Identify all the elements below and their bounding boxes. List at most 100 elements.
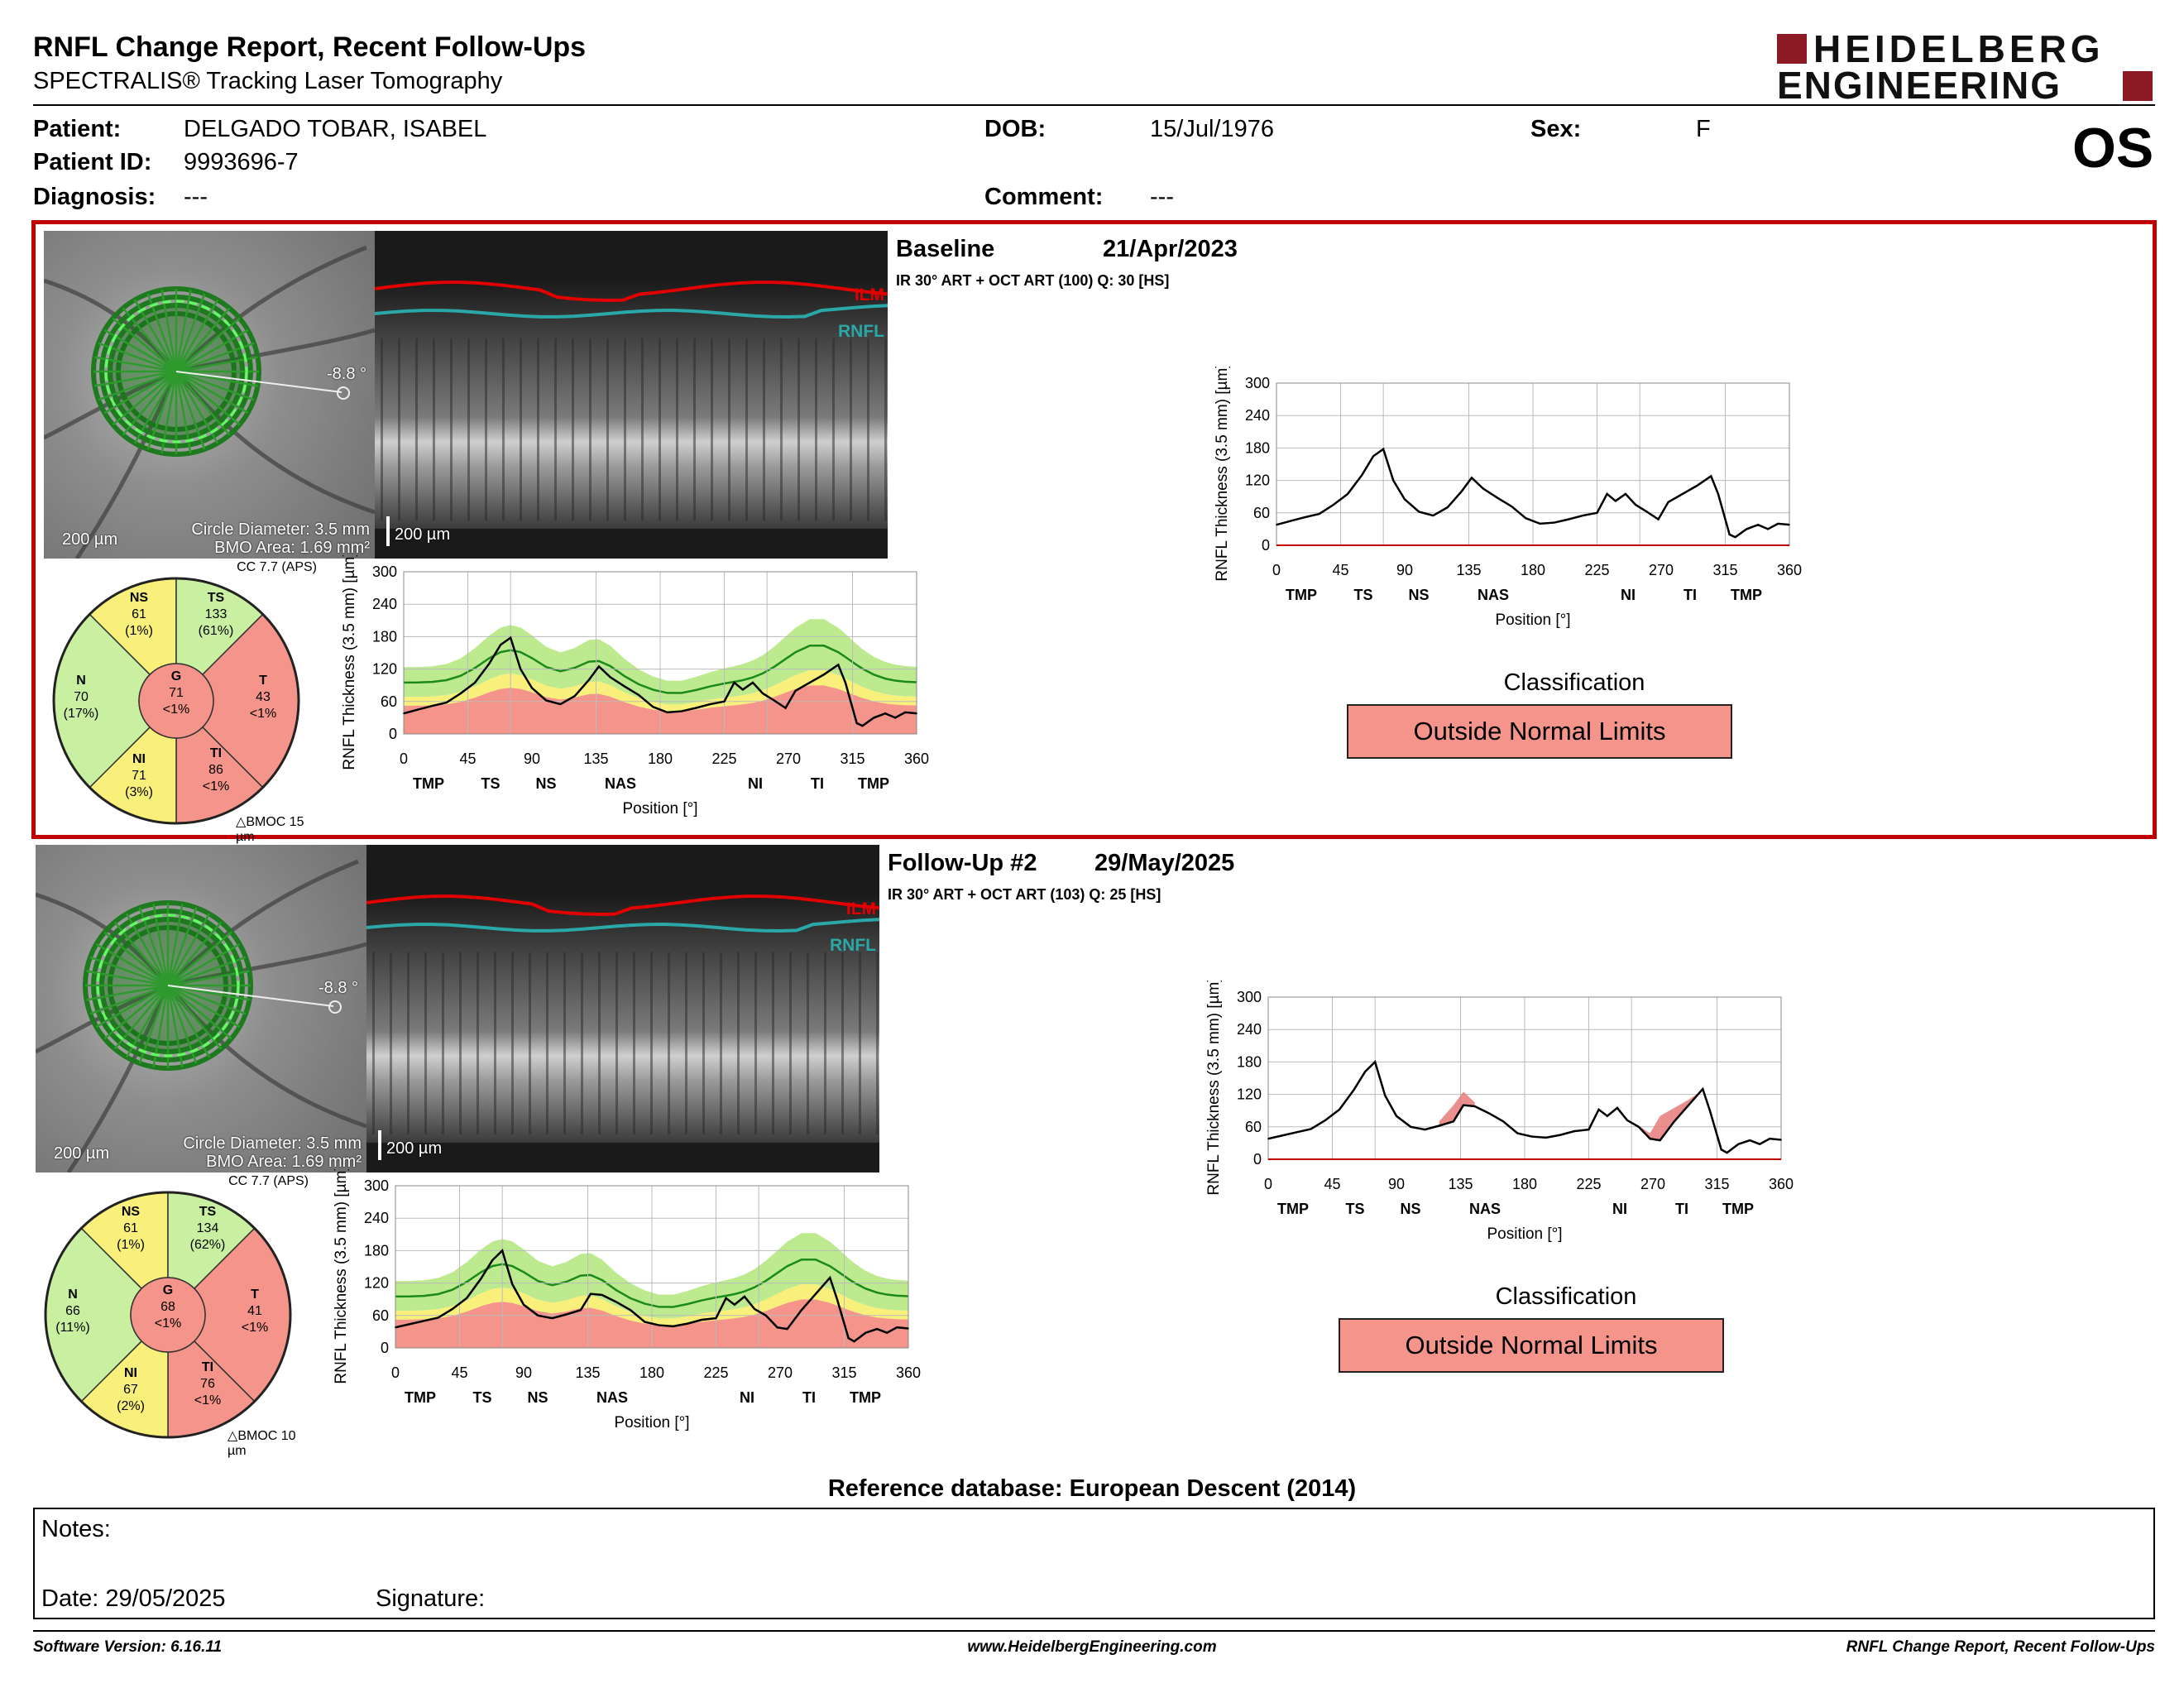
data-point	[908, 1327, 909, 1330]
data-point	[1463, 1104, 1464, 1106]
sector-axis-label: TI	[1684, 587, 1697, 603]
data-point	[864, 1331, 867, 1334]
comment-label: Comment:	[984, 184, 1104, 210]
data-point	[709, 703, 711, 705]
exam-panel-baseline: -8.8 ° 200 µm Circle Diameter: 3.5 mm BMO A…	[31, 220, 2157, 844]
fundus-angle: -8.8 °	[318, 979, 359, 997]
data-point	[1635, 504, 1636, 506]
sector-value: 71	[169, 686, 184, 700]
x-tick: 90	[1396, 562, 1413, 578]
x-axis-label: Position [°]	[1495, 611, 1570, 629]
data-point	[1396, 1115, 1397, 1117]
sector-pct: <1%	[250, 707, 276, 721]
data-point	[590, 1292, 592, 1295]
sector-axis-label: TMP	[413, 775, 444, 792]
data-point	[1702, 1088, 1704, 1090]
patient-label: Patient:	[33, 116, 122, 142]
notes-box: Notes: Date: 29/05/2025 Signature:	[33, 1508, 2155, 1619]
x-tick: 135	[1456, 562, 1481, 578]
classification-result: Outside Normal Limits	[1339, 1318, 1724, 1373]
sector-label: TS	[208, 591, 225, 605]
exam-label: Follow-Up #2	[888, 850, 1037, 876]
data-point	[1767, 528, 1769, 530]
data-point	[1573, 1130, 1576, 1132]
data-point	[1789, 524, 1790, 525]
data-point	[773, 699, 775, 702]
y-tick: 240	[1245, 407, 1270, 424]
data-point	[1649, 1138, 1651, 1139]
exam-date: 29/May/2025	[1094, 850, 1235, 876]
data-point	[695, 707, 697, 709]
rnfl-thickness-chart: 0 60 120 180 240 300 0 45 90 135 180 225 270 315 360 TM…	[1210, 363, 1814, 661]
sector-axis-label: NI	[1621, 587, 1636, 603]
x-tick: 270	[768, 1364, 793, 1381]
data-point	[1497, 496, 1498, 499]
sector-value: 66	[65, 1304, 80, 1318]
x-tick: 135	[583, 750, 608, 767]
data-point	[829, 1277, 831, 1278]
data-point	[1374, 1061, 1376, 1063]
data-point	[644, 1321, 646, 1323]
sector-label: T	[251, 1288, 259, 1302]
data-point	[1737, 1143, 1740, 1145]
x-tick: 180	[1521, 562, 1545, 578]
data-point	[884, 712, 886, 714]
data-point	[545, 699, 548, 702]
data-point	[452, 1308, 453, 1310]
cc-label: CC 7.7 (APS)	[237, 560, 317, 574]
data-point	[1645, 511, 1648, 513]
sector-axis-label: NS	[527, 1389, 548, 1406]
data-point	[573, 695, 576, 698]
classification-result: Outside Normal Limits	[1347, 704, 1732, 759]
signature-label: Signature:	[376, 1585, 486, 1612]
rnfl-label: RNFL	[830, 936, 876, 955]
data-point	[1539, 523, 1541, 525]
data-point	[1290, 520, 1292, 522]
data-point	[701, 1319, 703, 1321]
x-tick: 90	[524, 750, 540, 767]
data-point	[809, 682, 811, 683]
x-tick: 180	[1512, 1176, 1537, 1192]
data-point	[480, 1278, 482, 1280]
website-link[interactable]: www.HeidelbergEngineering.com	[967, 1638, 1217, 1656]
data-point	[1318, 513, 1320, 515]
data-point	[894, 717, 896, 719]
data-point	[417, 708, 419, 711]
data-point	[904, 712, 907, 713]
data-point	[423, 1320, 425, 1322]
data-point	[1769, 1138, 1771, 1139]
data-point	[1710, 475, 1712, 477]
data-point	[1372, 455, 1374, 457]
data-point	[876, 1328, 878, 1330]
sector-label: NS	[130, 591, 149, 605]
sector-pct: (3%)	[125, 785, 153, 799]
exam-panel-followup: -8.8 ° 200 µm Circle Diameter: 3.5 mm BMO A…	[31, 842, 2157, 1458]
y-axis-label: RNFL Thickness (3.5 mm) [µm]	[1214, 367, 1231, 582]
sector-axis-label: NS	[1408, 587, 1429, 603]
data-point	[1511, 506, 1512, 507]
rnfl-label: RNFL	[838, 322, 884, 341]
y-tick: 60	[1253, 505, 1270, 521]
sector-label: G	[171, 669, 181, 683]
data-point	[734, 1303, 735, 1306]
y-tick: 60	[372, 1307, 389, 1324]
sector-axis-label: NAS	[1469, 1201, 1501, 1217]
data-point	[1404, 498, 1406, 501]
data-point	[551, 1317, 553, 1319]
data-point	[474, 682, 476, 683]
sector-pct: (1%)	[117, 1238, 145, 1252]
data-point	[1281, 1134, 1284, 1137]
sector-value: 61	[123, 1221, 138, 1235]
fundus-angle: -8.8 °	[327, 365, 367, 383]
diagnosis-label: Diagnosis:	[33, 184, 156, 210]
oct-scale-bar	[386, 516, 390, 546]
sector-pct: <1%	[194, 1393, 221, 1407]
data-point	[491, 1259, 493, 1261]
data-point	[762, 693, 764, 694]
data-point	[1446, 506, 1449, 509]
sector-value: 68	[160, 1300, 175, 1314]
sector-axis-label: TMP	[858, 775, 889, 792]
x-tick: 315	[840, 750, 864, 767]
y-tick: 240	[364, 1210, 389, 1226]
data-point	[916, 712, 917, 714]
